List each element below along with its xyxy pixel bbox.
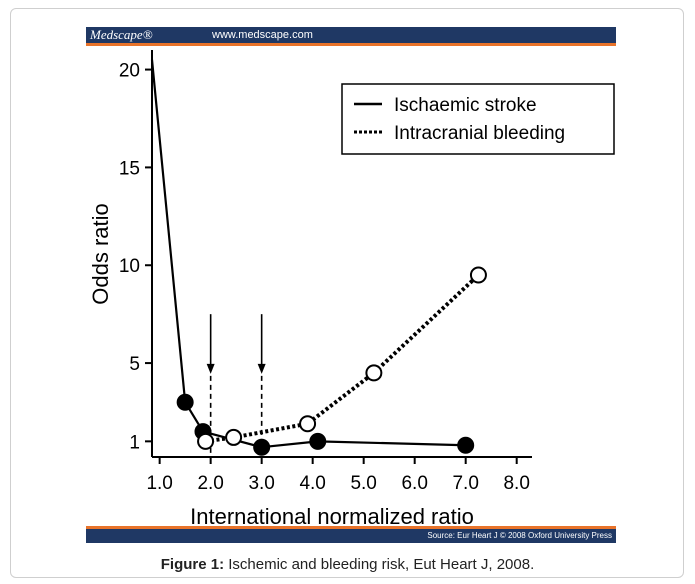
caption-label: Figure 1: (160, 556, 225, 573)
legend-label-ischaemic: Ischaemic stroke (394, 95, 537, 116)
y-tick-label: 1 (129, 432, 140, 453)
y-tick-label: 10 (119, 256, 140, 277)
x-tick-label: 4.0 (299, 473, 325, 494)
x-tick-label: 7.0 (452, 473, 478, 494)
legend: Ischaemic stroke Intracranial bleeding (341, 83, 615, 155)
y-tick-label: 20 (119, 61, 140, 82)
data-point (176, 393, 194, 411)
series-line (205, 273, 480, 444)
x-axis-label: International normalized ratio (190, 504, 474, 526)
data-point (457, 436, 475, 454)
x-tick-label: 5.0 (350, 473, 376, 494)
data-point (197, 432, 215, 450)
figure-caption: Figure 1: Ischemic and bleeding risk, Eu… (0, 556, 695, 573)
x-tick-label: 3.0 (248, 473, 274, 494)
arrow-head (257, 363, 266, 374)
medscape-footer-bar: Source: Eur Heart J © 2008 Oxford Univer… (86, 526, 616, 543)
x-ticks: 1.0 2.0 3.0 4.0 5.0 6.0 7.0 8.0 (146, 457, 530, 494)
x-tick-label: 1.0 (146, 473, 172, 494)
data-point (253, 438, 271, 456)
x-tick-label: 8.0 (503, 473, 529, 494)
data-point (365, 364, 383, 382)
y-axis-label: Odds ratio (88, 203, 113, 305)
series-markers (176, 266, 487, 456)
axes (151, 50, 532, 458)
medscape-logo: Medscape® (90, 27, 153, 42)
legend-label-bleeding: Intracranial bleeding (394, 123, 565, 144)
data-point (309, 432, 327, 450)
medscape-url: www.medscape.com (212, 29, 313, 41)
caption-text: Ischemic and bleeding risk, Eut Heart J,… (224, 556, 535, 573)
legend-box (341, 83, 615, 155)
x-tick-label: 2.0 (197, 473, 223, 494)
source-credit: Source: Eur Heart J © 2008 Oxford Univer… (427, 531, 612, 540)
arrow-head (206, 363, 215, 374)
medscape-header-bar: Medscape® www.medscape.com (86, 27, 616, 46)
y-tick-label: 15 (119, 158, 140, 179)
y-tick-label: 5 (129, 354, 140, 375)
data-point (469, 266, 487, 284)
data-point (299, 415, 317, 433)
x-tick-label: 6.0 (401, 473, 427, 494)
data-point (225, 428, 243, 446)
